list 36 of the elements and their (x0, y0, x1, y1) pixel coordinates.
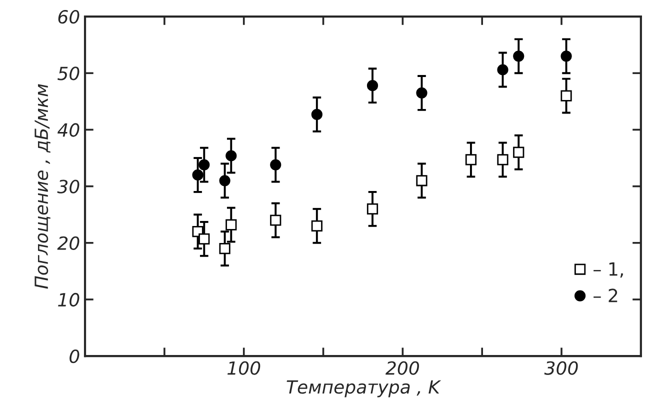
point (311, 108, 322, 120)
x-tick-label: 300 (544, 361, 578, 375)
point (226, 150, 237, 162)
point (497, 64, 508, 76)
x-axis-title: Температура , K (286, 380, 442, 398)
legend-label: – 1, (594, 262, 623, 278)
y-tick-label: 30 (57, 180, 80, 194)
y-axis-title: Поглощение , дБ/мкм (34, 84, 50, 289)
point (560, 90, 572, 102)
x-tick-label: 100 (228, 361, 260, 375)
point (198, 233, 210, 244)
point (219, 175, 230, 186)
x-tick-label: 200 (386, 361, 419, 375)
point (366, 203, 378, 214)
y-tick-label: 60 (58, 10, 80, 24)
point (270, 214, 282, 226)
point (513, 50, 524, 62)
point (226, 219, 237, 230)
legend-label: – 2 (594, 288, 618, 302)
y-tick-label: 0 (70, 350, 80, 364)
point (198, 159, 210, 170)
point (366, 80, 378, 92)
point (311, 220, 322, 232)
point (497, 154, 508, 166)
point (416, 87, 428, 98)
point (416, 175, 428, 186)
y-tick-label: 10 (58, 292, 80, 307)
point (219, 242, 230, 254)
y-tick-label: 40 (58, 123, 80, 137)
point (560, 50, 572, 62)
y-tick-label: 20 (57, 236, 80, 250)
point (270, 159, 282, 170)
y-tick-label: 50 (58, 66, 80, 80)
point (513, 146, 524, 158)
point (192, 169, 204, 181)
point (465, 154, 477, 166)
